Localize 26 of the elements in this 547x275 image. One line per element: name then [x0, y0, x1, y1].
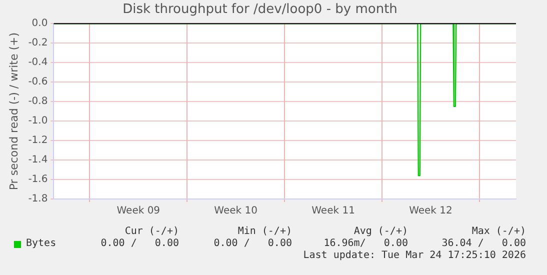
y-tick-label: -0.2 [28, 38, 48, 49]
chart-title: Disk throughput for /dev/loop0 - by month [122, 2, 398, 18]
x-tick-label: Week 11 [312, 206, 355, 217]
y-axis-title: Pr second read (-) / write (+) [7, 32, 20, 190]
y-tick-label: -1.4 [28, 154, 48, 166]
text: Avg (-/+) [354, 226, 408, 237]
x-tick-label: Week 12 [409, 206, 452, 217]
x-tick-label: Week 09 [116, 206, 160, 217]
y-tick-label: -1.0 [28, 116, 48, 127]
text: 0.00 / 0.00 [100, 238, 179, 249]
y-tick-label: -0.6 [28, 76, 48, 88]
y-tick-label: -1.8 [28, 194, 48, 205]
text: Max (-/+) [472, 226, 526, 237]
text: 36.04 / 0.00 [442, 238, 526, 249]
text: 16.96m/ 0.00 [324, 238, 408, 249]
y-tick-label: -1.6 [28, 174, 48, 186]
x-tick-label: Week 10 [214, 206, 258, 217]
text: Last update: Tue Mar 24 17:25:10 2026 [303, 250, 526, 261]
y-tick-label: -0.4 [28, 57, 48, 68]
y-tick-label: 0.0 [32, 18, 48, 30]
legend-label: Bytes [26, 238, 56, 249]
y-tick-label: -0.8 [28, 96, 48, 108]
text: Min (-/+) [238, 226, 292, 237]
y-tick-label: -1.2 [28, 135, 48, 146]
text: Cur (-/+) [124, 226, 179, 237]
text: 0.00 / 0.00 [214, 238, 292, 249]
